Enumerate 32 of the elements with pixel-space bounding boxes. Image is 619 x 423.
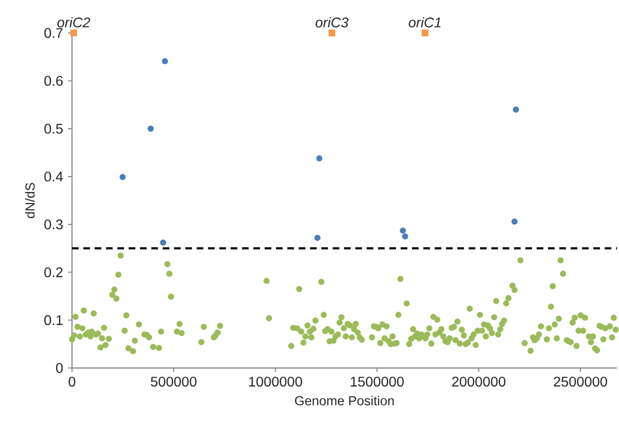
- point: [512, 106, 520, 113]
- y-tick-label: 0: [56, 363, 63, 373]
- annotation: oriC1: [408, 17, 441, 28]
- point: [400, 228, 406, 234]
- point: [162, 58, 168, 64]
- x-tick-label: 2500000: [554, 376, 608, 387]
- y-tick-label: 0.7: [44, 28, 63, 38]
- annotation: oriC2: [57, 17, 90, 28]
- point: [316, 155, 322, 162]
- x-tick-label: 0: [68, 376, 76, 387]
- point: [120, 174, 126, 180]
- y-tick-label: 0.2: [44, 267, 63, 278]
- point: [148, 126, 154, 132]
- y-tick-label: 0.1: [44, 315, 63, 326]
- point: [70, 30, 77, 36]
- y-tick-label: 0.5: [44, 124, 63, 134]
- point: [402, 233, 408, 240]
- x-tick-label: 1500000: [350, 376, 404, 387]
- point: [314, 234, 321, 241]
- y-axis-title: dN/dS: [25, 182, 35, 218]
- x-tick-label: 2000000: [452, 376, 506, 387]
- point: [160, 240, 166, 246]
- y-tick-label: 0.3: [44, 219, 63, 230]
- point: [511, 218, 518, 225]
- y-tick-label: 0.6: [44, 76, 63, 86]
- point: [328, 30, 336, 36]
- y-tick-label: 0.4: [44, 172, 63, 182]
- x-tick-label: 1000000: [249, 376, 302, 387]
- point: [422, 30, 428, 36]
- x-axis-title: Genome Position: [295, 396, 394, 406]
- x-tick-label: 500000: [150, 376, 196, 387]
- annotation: oriC3: [316, 17, 348, 28]
